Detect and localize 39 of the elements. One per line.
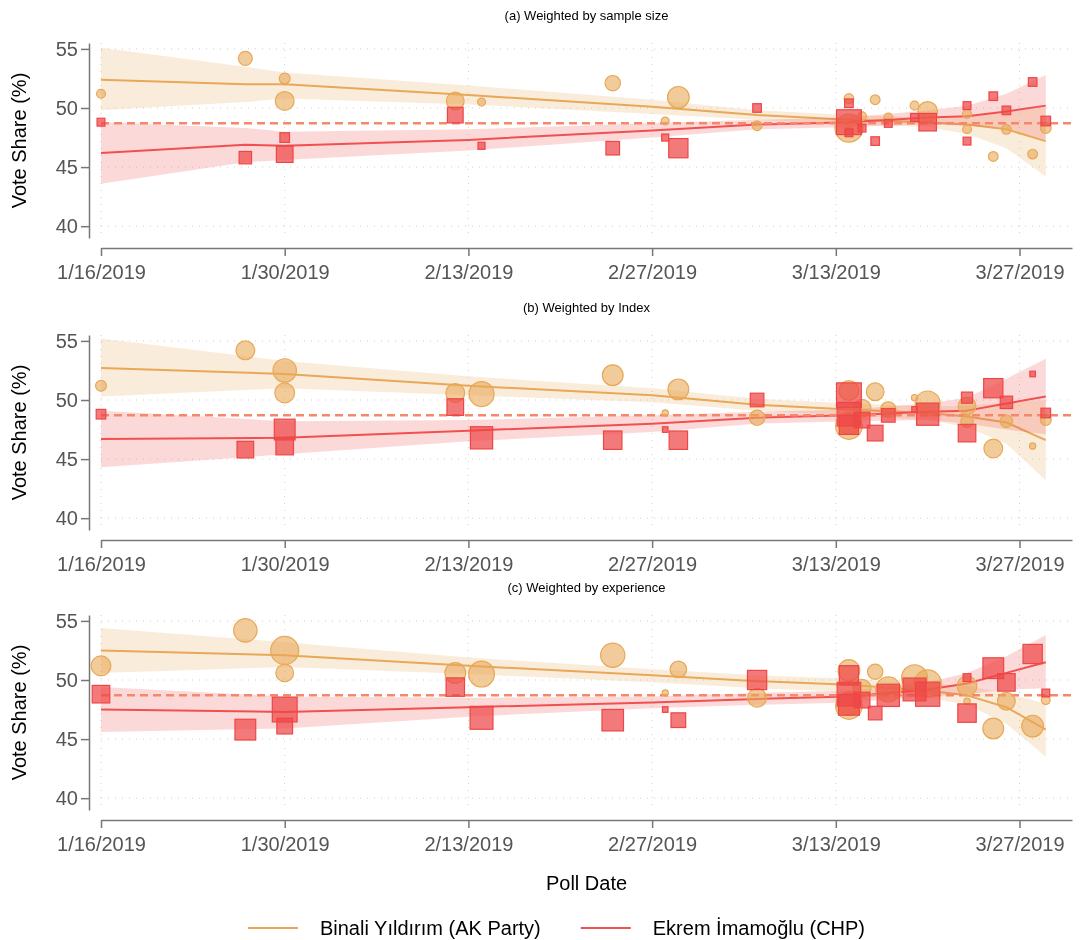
x-tick-label: 1/16/2019: [57, 833, 146, 855]
y-tick-label: 55: [55, 609, 78, 632]
x-axis-title: Poll Date: [545, 872, 628, 894]
x-tick-label: 1/30/2019: [240, 553, 330, 575]
y-tick-label: 55: [55, 37, 78, 60]
y-tick-label: 40: [55, 787, 78, 810]
x-tick-label: 2/13/2019: [424, 261, 514, 283]
x-tick-label: 3/27/2019: [975, 261, 1065, 283]
y-tick-label: 40: [55, 507, 78, 530]
x-tick-label: 1/16/2019: [57, 261, 146, 283]
x-tick-label: 1/30/2019: [240, 833, 330, 855]
y-tick-label: 50: [55, 388, 78, 411]
x-tick-label: 2/27/2019: [608, 553, 698, 575]
y-axis-title: Vote Share (%): [8, 644, 30, 781]
x-tick-label: 2/13/2019: [424, 833, 514, 855]
legend-label: Ekrem İmamoğlu (CHP): [652, 917, 866, 939]
x-tick-label: 2/27/2019: [608, 261, 698, 283]
x-tick-label: 3/27/2019: [975, 553, 1065, 575]
y-tick-label: 55: [55, 329, 78, 352]
y-tick-label: 45: [55, 155, 78, 178]
x-tick-label: 2/13/2019: [424, 553, 514, 575]
x-tick-label: 1/16/2019: [57, 553, 146, 575]
y-axis-title: Vote Share (%): [8, 364, 30, 501]
y-axis-title: Vote Share (%): [8, 72, 30, 209]
chart-title: (b) Weighted by Index: [523, 300, 651, 315]
chart-title: (c) Weighted by experience: [507, 580, 666, 595]
x-tick-label: 3/27/2019: [975, 833, 1065, 855]
x-tick-label: 2/27/2019: [608, 833, 698, 855]
y-tick-label: 45: [55, 727, 78, 750]
y-tick-label: 40: [55, 215, 78, 238]
x-tick-label: 3/13/2019: [791, 833, 881, 855]
x-tick-label: 1/30/2019: [240, 261, 330, 283]
x-tick-label: 3/13/2019: [791, 261, 881, 283]
legend-label: Binali Yıldırım (AK Party): [319, 917, 541, 939]
y-tick-label: 45: [55, 447, 78, 470]
y-tick-label: 50: [55, 668, 78, 691]
x-tick-label: 3/13/2019: [791, 553, 881, 575]
y-tick-label: 50: [55, 96, 78, 119]
chart-title: (a) Weighted by sample size: [504, 8, 669, 23]
